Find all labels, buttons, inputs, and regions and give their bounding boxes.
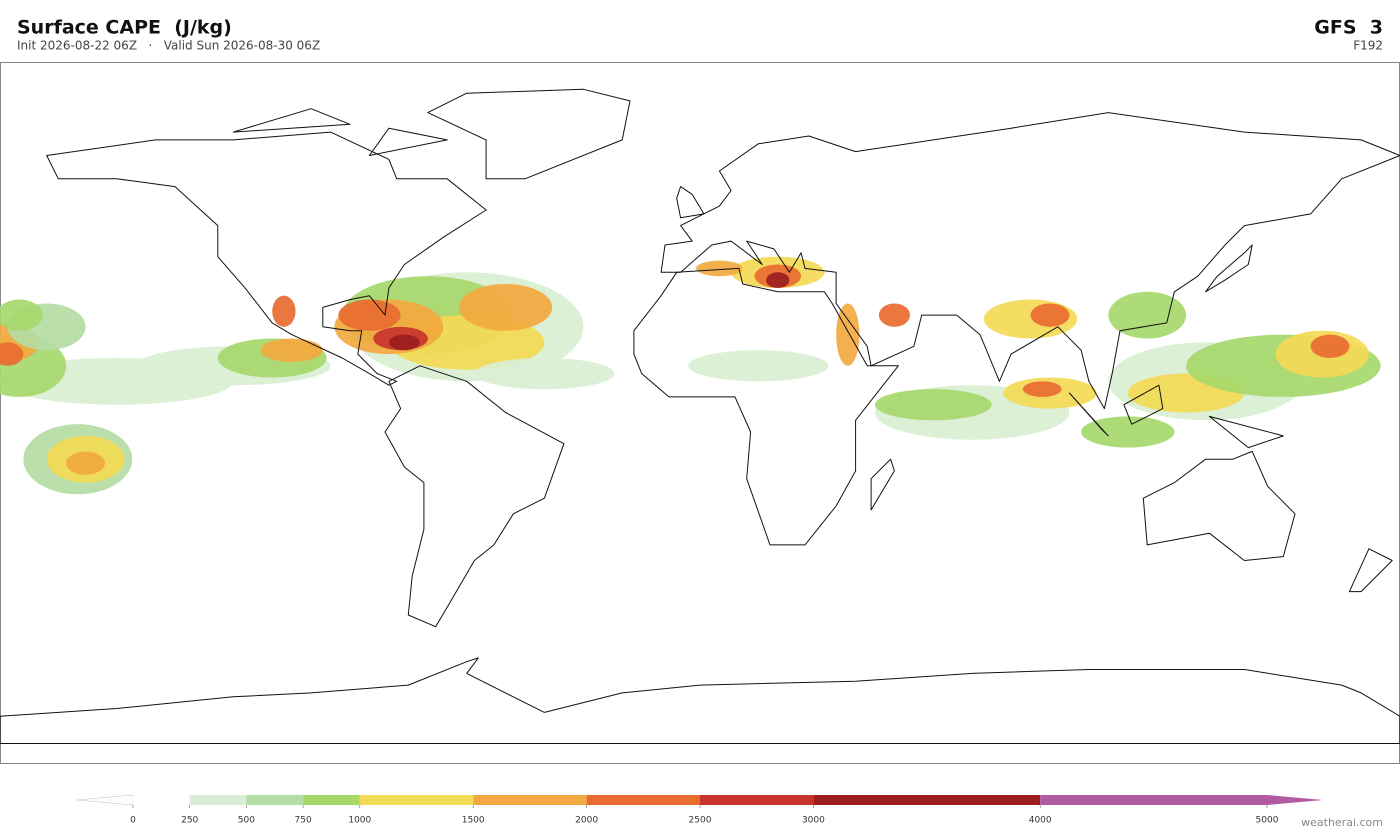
cape-area xyxy=(1022,381,1062,397)
coastline xyxy=(660,112,1400,410)
colorbar-segment xyxy=(700,795,814,805)
cape-area xyxy=(0,342,24,366)
cape-area xyxy=(272,295,296,327)
coastline xyxy=(368,127,448,156)
colorbar-under xyxy=(76,794,134,806)
cape-area xyxy=(458,283,553,331)
map xyxy=(0,62,1400,764)
colorbar-segment xyxy=(359,795,474,805)
cape-area xyxy=(0,299,43,331)
title: Surface CAPE (J/kg) xyxy=(17,17,232,39)
colorbar-tick-label: 3000 xyxy=(802,816,825,826)
cape-area xyxy=(878,303,910,327)
cape-area xyxy=(1030,303,1070,327)
colorbar-segment xyxy=(303,795,360,805)
colorbar-over xyxy=(1267,795,1323,805)
colorbar-segment xyxy=(813,795,1041,805)
coastline xyxy=(633,267,899,546)
cape-area xyxy=(474,357,615,390)
model-name: GFS 3 xyxy=(1314,17,1383,39)
colorbar-tick-label: 500 xyxy=(238,816,255,826)
subtitle: Init 2026-08-22 06Z · Valid Sun 2026-08-… xyxy=(17,39,320,53)
coastline xyxy=(0,657,1400,744)
cape-area xyxy=(66,451,105,475)
coastline xyxy=(1123,384,1164,425)
cape-area xyxy=(1081,416,1175,448)
colorbar-tick-label: 5000 xyxy=(1256,816,1279,826)
cape-area xyxy=(875,389,992,421)
cape-area xyxy=(836,303,860,366)
coastline xyxy=(870,458,895,511)
coastline xyxy=(1205,244,1253,293)
colorbar-tick-label: 250 xyxy=(181,816,198,826)
colorbar-tick-label: 1000 xyxy=(348,816,371,826)
coastline xyxy=(1348,548,1393,593)
colorbar-tick-label: 1500 xyxy=(462,816,485,826)
cape-area xyxy=(766,272,790,288)
coastlines xyxy=(0,88,1400,744)
colorbar-tick-label: 750 xyxy=(295,816,312,826)
coastline xyxy=(1208,415,1284,449)
coastline xyxy=(46,131,487,386)
colorbar-segment xyxy=(133,795,190,805)
cape-area xyxy=(260,338,323,362)
cape-area xyxy=(696,260,743,277)
colorbar: 0 250 500 750 1000 1500 2000 2500 3000 4000 5000 xyxy=(76,794,1323,826)
forecast-hour: F192 xyxy=(1353,39,1383,53)
cape-area xyxy=(338,299,401,331)
cape-field xyxy=(0,256,1381,495)
cape-area xyxy=(1108,291,1187,339)
colorbar-tick-label: 4000 xyxy=(1029,816,1052,826)
coastline xyxy=(1142,450,1296,561)
coastline xyxy=(232,108,351,133)
colorbar-segment xyxy=(473,795,587,805)
cape-area xyxy=(388,334,421,351)
coastline xyxy=(384,365,565,628)
watermark: weatherai.com xyxy=(1301,816,1383,829)
colorbar-tick-label: 2500 xyxy=(689,816,712,826)
cape-area xyxy=(688,350,829,382)
colorbar-segment xyxy=(586,795,700,805)
colorbar-tick-label: 2000 xyxy=(575,816,598,826)
coastline xyxy=(427,88,631,180)
colorbar-segment xyxy=(246,795,304,805)
colorbar-tick-label: 0 xyxy=(130,816,136,826)
coastline xyxy=(676,186,705,219)
colorbar-segment xyxy=(189,795,247,805)
cape-area xyxy=(1310,334,1350,358)
coastline xyxy=(1068,392,1109,437)
colorbar-segment xyxy=(1040,795,1267,805)
